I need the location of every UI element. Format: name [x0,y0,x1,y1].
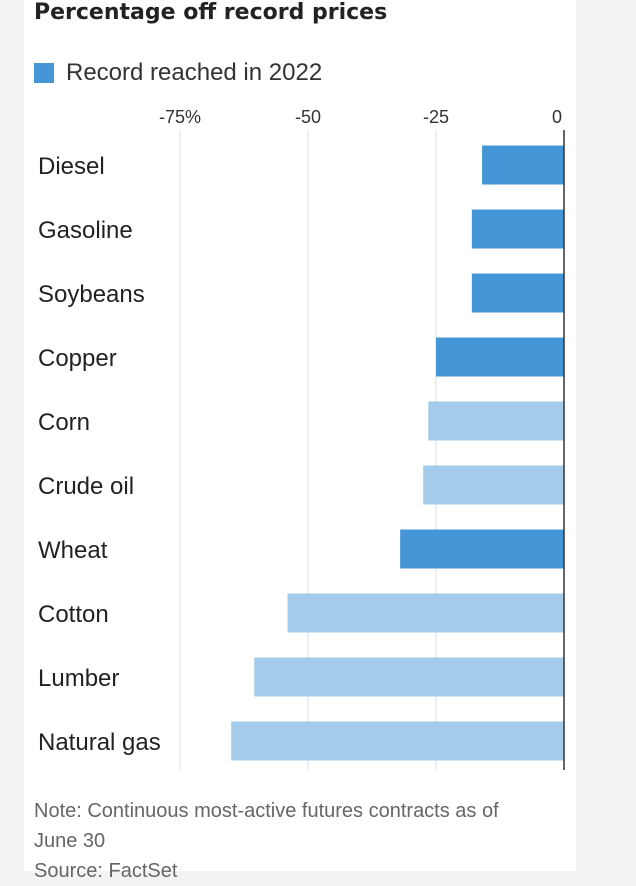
x-tick-label: -25 [423,107,449,127]
x-tick-label: -75% [159,107,201,127]
note-line-2: June 30 [34,830,106,852]
bar-wheat [400,529,564,569]
category-label: Gasoline [38,217,133,244]
legend-label-record-2022: Record reached in 2022 [66,59,323,86]
bar-lumber [254,657,565,697]
bar-crude-oil [423,465,564,505]
x-tick-label: -50 [295,107,321,127]
x-tick-label: 0 [552,107,562,127]
bar-corn [428,401,564,441]
chart-title: Percentage off record prices [34,0,388,25]
legend: Record reached in 2022 [34,58,322,88]
bar-natural-gas [231,721,564,761]
category-label: Natural gas [38,729,161,756]
category-label: Diesel [38,153,105,180]
category-label: Soybeans [38,281,145,308]
category-label: Wheat [38,537,108,564]
category-label: Lumber [38,665,119,692]
source-text: Source: FactSet [34,860,178,882]
category-label: Cotton [38,601,109,628]
bar-gasoline [471,209,564,249]
bar-cotton [287,593,564,633]
note-line-1: Note: Continuous most-active futures con… [34,800,499,822]
category-label: Crude oil [38,473,134,500]
bar-copper [436,337,564,377]
category-label: Copper [38,345,117,372]
bar-diesel [482,145,564,185]
category-label: Corn [38,409,90,436]
bar-soybeans [471,273,564,313]
chart-note: Note: Continuous most-active futures con… [34,796,574,886]
legend-swatch-record-2022 [34,63,54,83]
